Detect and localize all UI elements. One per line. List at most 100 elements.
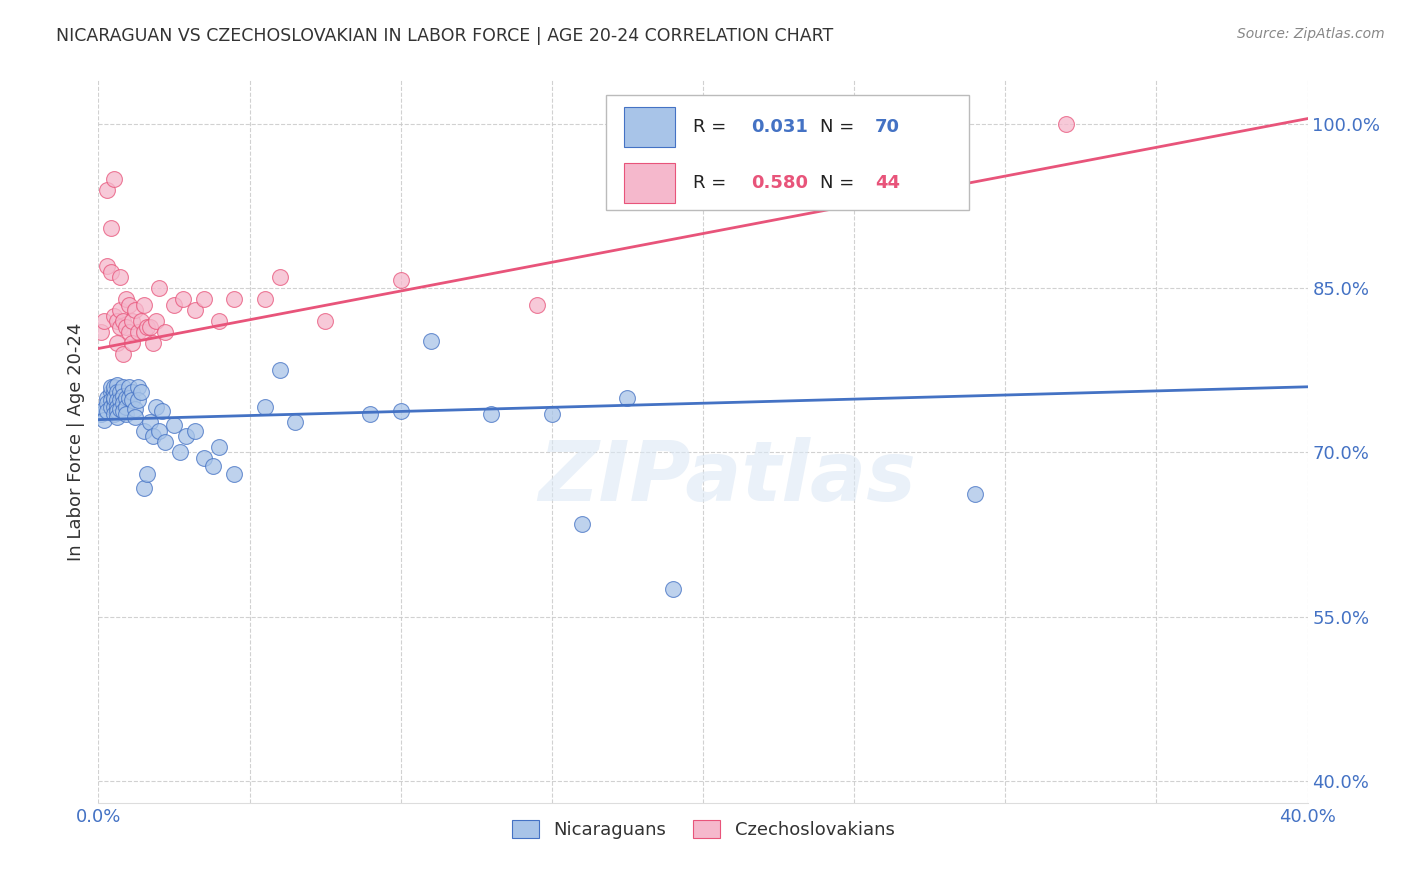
Point [202,458,225,473]
Point [108,303,131,318]
Point [118,325,141,339]
Point [103,400,125,414]
Point [108,392,131,407]
Point [127,325,149,339]
Point [114,400,136,414]
Point [114,292,136,306]
Point [111,404,134,418]
Point [616,391,638,405]
Text: 44: 44 [875,174,900,192]
Point [163,298,186,312]
Point [103,385,125,400]
Point [121,314,143,328]
Point [124,410,146,425]
Point [129,385,152,400]
Point [153,434,176,449]
Point [111,380,134,394]
Point [269,363,291,377]
Point [105,404,128,418]
Point [965,487,987,501]
Point [121,385,143,400]
Point [96,396,118,410]
Point [389,272,412,286]
Text: 70: 70 [875,119,900,136]
Point [121,392,143,407]
Point [284,415,307,429]
Point [103,407,125,421]
Point [124,303,146,318]
Point [105,336,128,351]
Point [127,392,149,407]
Y-axis label: In Labor Force | Age 20-24: In Labor Force | Age 20-24 [66,322,84,561]
Point [184,424,207,438]
Point [100,392,122,407]
Point [174,429,197,443]
Point [93,401,115,416]
FancyBboxPatch shape [606,95,969,211]
Point [150,404,173,418]
Point [184,303,207,318]
Point [253,400,276,414]
Text: 0.580: 0.580 [751,174,808,192]
Text: 0.031: 0.031 [751,119,808,136]
Point [96,391,118,405]
Point [100,385,122,400]
Point [208,440,231,454]
Point [142,336,165,351]
Point [103,392,125,407]
Point [269,270,291,285]
Point [108,385,131,400]
Point [108,401,131,416]
Point [132,424,155,438]
Point [118,380,141,394]
Point [121,336,143,351]
Point [314,314,336,328]
Point [105,314,128,328]
Point [1054,117,1077,131]
Point [129,314,152,328]
Point [208,314,231,328]
Point [571,516,593,531]
Point [139,415,162,429]
Point [96,183,118,197]
Point [481,407,503,421]
Point [132,298,155,312]
Point [100,380,122,394]
Point [118,298,141,312]
Point [224,292,246,306]
Point [193,450,215,465]
Point [103,391,125,405]
Point [118,391,141,405]
Point [142,429,165,443]
Point [96,404,118,418]
Point [96,260,118,274]
Point [526,298,548,312]
Point [153,325,176,339]
Point [420,334,443,348]
Point [103,171,125,186]
Point [93,314,115,328]
Point [169,445,191,459]
Point [111,396,134,410]
Point [100,400,122,414]
Point [103,309,125,323]
Text: Source: ZipAtlas.com: Source: ZipAtlas.com [1237,27,1385,41]
Text: ZIPatlas: ZIPatlas [538,437,917,518]
Point [540,407,562,421]
Point [105,400,128,414]
Point [90,407,112,421]
Point [111,347,134,361]
Point [148,281,170,295]
Point [163,418,186,433]
Text: N =: N = [820,174,860,192]
Point [360,407,382,421]
Point [253,292,276,306]
Point [132,325,155,339]
Point [114,319,136,334]
Point [114,407,136,421]
Point [100,221,122,235]
Point [108,270,131,285]
Point [224,467,246,482]
Point [145,314,167,328]
Point [139,319,162,334]
